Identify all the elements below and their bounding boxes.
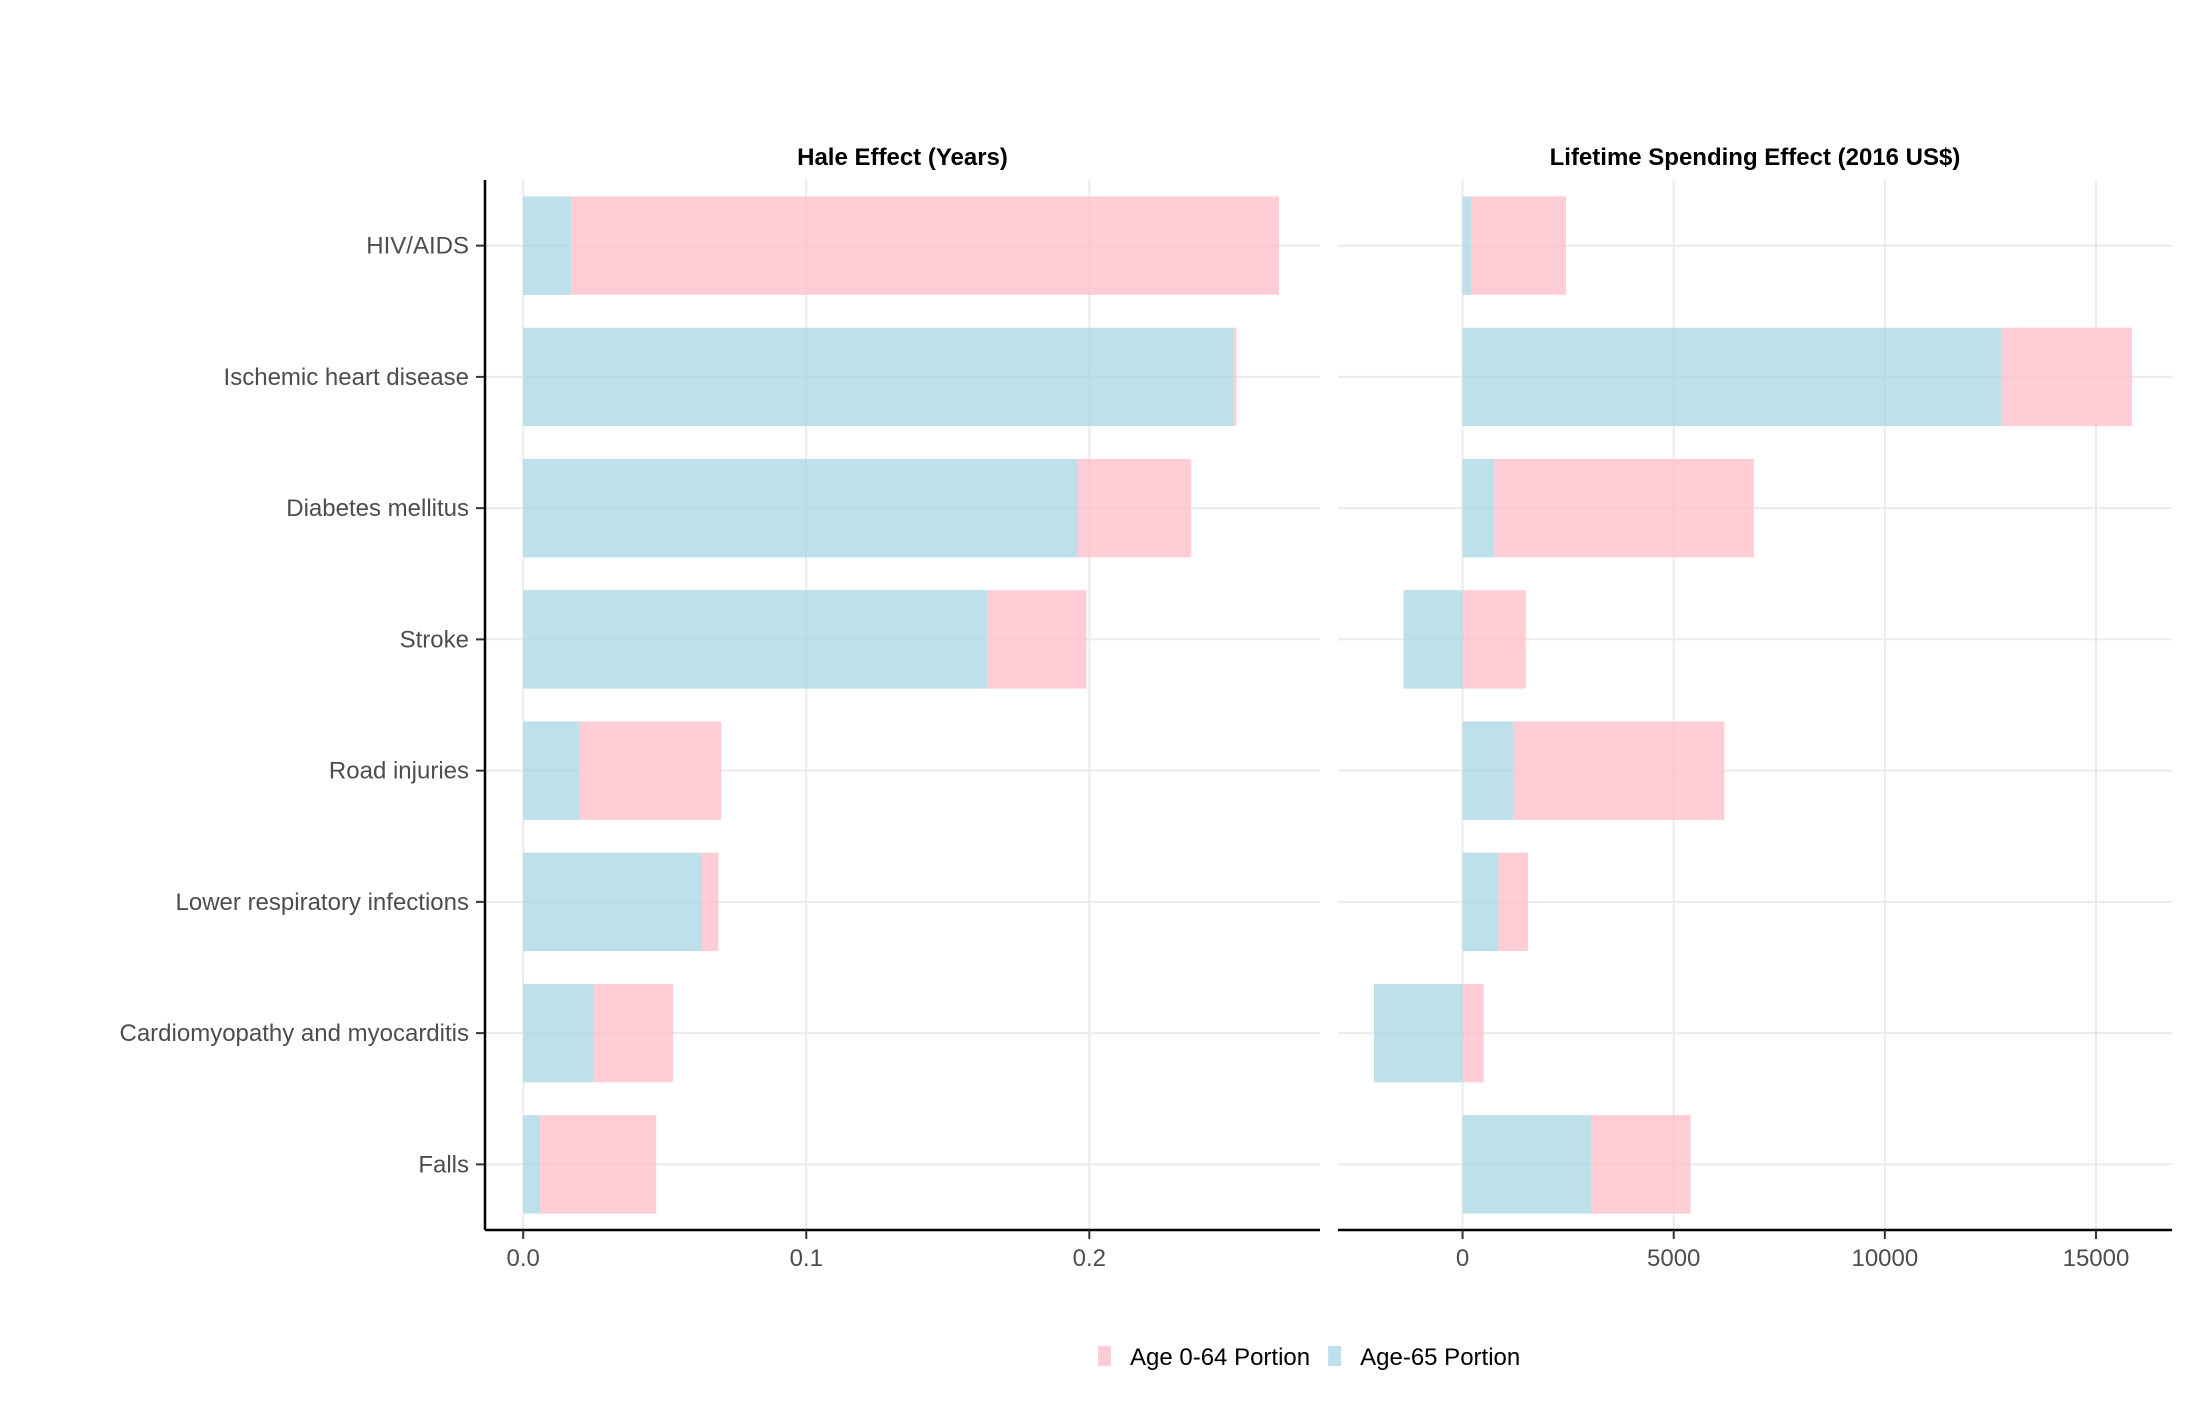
legend-key: [1328, 1346, 1342, 1366]
x-tick-label: 10000: [1851, 1245, 1918, 1272]
bar-segment: [1462, 1115, 1592, 1214]
bar-segment: [1462, 852, 1499, 952]
bar-segment: [523, 852, 702, 952]
bar-segment: [579, 721, 722, 820]
bar-segment: [523, 1115, 541, 1214]
bar-segment: [1462, 327, 2001, 427]
panel-2: Lifetime Spending Effect (2016 US$) 0 5000…: [1338, 144, 2172, 1272]
bar-segment: [1494, 458, 1754, 558]
bar-segment: [701, 852, 719, 952]
bar-segment: [1513, 721, 1725, 820]
legend: Age 0-64 Portion Age-65 Portion: [1098, 1344, 1520, 1371]
x-tick-label: 5000: [1647, 1245, 1700, 1272]
category-label: Ischemic heart disease: [224, 364, 469, 391]
panel-1: Hale Effect (Years) 0.0 0.1 0.2: [483, 144, 1320, 1272]
bar-segment: [1403, 590, 1463, 689]
bar-segment: [1233, 327, 1237, 427]
bar-segment: [1462, 983, 1484, 1083]
bar-segment: [523, 458, 1078, 558]
legend-label: Age-65 Portion: [1360, 1344, 1520, 1371]
x-tick-label: 0.0: [507, 1245, 540, 1272]
bar-segment: [1077, 458, 1192, 558]
bar-segment: [1462, 721, 1514, 820]
bar-segment: [1373, 983, 1463, 1083]
bar-segment: [523, 983, 594, 1083]
bar-segment: [523, 721, 580, 820]
legend-key: [1098, 1346, 1111, 1366]
category-label: Falls: [418, 1151, 469, 1178]
panel-title: Hale Effect (Years): [797, 144, 1008, 171]
category-label: Cardiomyopathy and myocarditis: [120, 1020, 470, 1047]
category-label: Stroke: [400, 626, 469, 653]
category-label: Road injuries: [329, 758, 469, 785]
category-label: Lower respiratory infections: [176, 889, 469, 916]
x-tick-label: 0.2: [1073, 1245, 1106, 1272]
bar-segment: [523, 327, 1234, 427]
category-label: Diabetes mellitus: [286, 495, 469, 522]
bar-segment: [1462, 590, 1526, 689]
x-tick-label: 15000: [2063, 1245, 2130, 1272]
bar-segment: [987, 590, 1087, 689]
bar-segment: [1462, 458, 1495, 558]
bar-segment: [1462, 196, 1472, 295]
bar-segment: [1471, 196, 1567, 295]
legend-label: Age 0-64 Portion: [1130, 1344, 1310, 1371]
bar-segment: [593, 983, 674, 1083]
bar-segment: [1498, 852, 1529, 952]
bar-segment: [523, 590, 988, 689]
x-tick-label: 0.1: [790, 1245, 823, 1272]
bar-segment: [2000, 327, 2132, 427]
x-tick-label: 0: [1456, 1245, 1469, 1272]
category-label: HIV/AIDS: [366, 233, 469, 260]
bar-segment: [523, 196, 572, 295]
bar-segment: [540, 1115, 657, 1214]
panel-title: Lifetime Spending Effect (2016 US$): [1550, 144, 1961, 171]
bar-segment: [1591, 1115, 1691, 1214]
bar-segment: [571, 196, 1279, 295]
